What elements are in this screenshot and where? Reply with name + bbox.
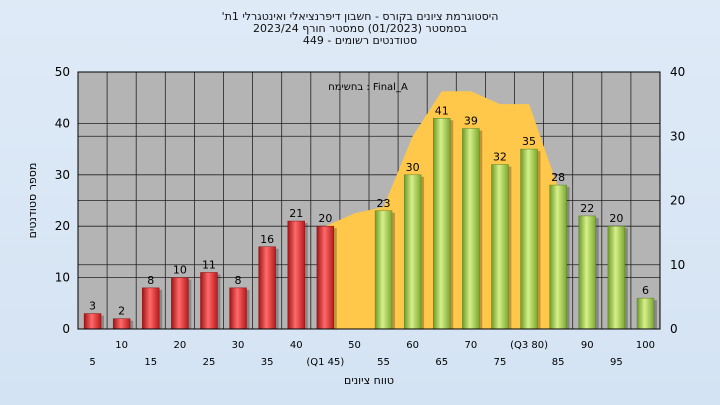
data-label: 3 (89, 300, 96, 313)
bar-60 (403, 174, 422, 330)
data-label: 20 (318, 212, 332, 225)
chart-annotation: בחשימח : Final_A (328, 82, 408, 93)
bar-100 (636, 297, 655, 330)
bar-145 (316, 225, 335, 330)
data-label: 21 (289, 207, 303, 220)
chart-title: 'היסטוגרמת ציונים בקורס - חשבון דיפרנציא… (221, 10, 499, 23)
x-tick-label: (Q3 80) (510, 340, 548, 351)
x-tick-label: 30 (232, 340, 245, 351)
bar-90 (578, 215, 596, 330)
bar-10 (112, 318, 131, 330)
x-tick-label: 50 (348, 340, 361, 351)
data-label: 28 (551, 171, 565, 184)
y2-tick-label: 30 (670, 129, 685, 143)
bar-5 (83, 313, 102, 330)
x-tick-label: 15 (144, 357, 157, 368)
x-tick-label: 55 (377, 357, 390, 368)
data-label: 8 (235, 274, 242, 287)
data-label: 39 (464, 115, 478, 128)
plot-border (77, 71, 661, 330)
data-label: 35 (522, 135, 536, 148)
data-label: 30 (406, 161, 420, 174)
data-label: 16 (260, 233, 274, 246)
bar-40 (287, 220, 305, 330)
chart-subtitle: בסמסטר (01/2023) סמסטר חורף 2023/24 (253, 22, 467, 35)
data-label: 22 (580, 202, 594, 215)
y-axis-label: מספר סטודנטים (26, 163, 39, 239)
bar-85 (549, 184, 567, 330)
x-tick-label: 75 (494, 357, 507, 368)
data-label: 6 (642, 284, 649, 297)
data-label: 32 (493, 151, 507, 164)
bar-70 (462, 128, 480, 330)
data-label: 41 (435, 104, 449, 117)
bar-75 (491, 164, 509, 330)
data-label: 8 (147, 274, 154, 287)
x-tick-label: 85 (552, 357, 565, 368)
y-tick-label: 50 (55, 65, 70, 79)
y2-tick-label: 0 (670, 322, 678, 336)
bar-25 (200, 272, 218, 330)
x-tick-label: 25 (203, 357, 216, 368)
bar-380 (520, 148, 538, 330)
data-label: 10 (173, 264, 187, 277)
x-tick-label: 35 (261, 357, 274, 368)
bar-65 (433, 118, 451, 330)
data-label: 20 (609, 212, 623, 225)
y-tick-label: 30 (55, 168, 70, 182)
y2-tick-label: 10 (670, 258, 685, 272)
y-tick-label: 10 (55, 271, 70, 285)
bar-55 (374, 210, 393, 330)
x-tick-label: 10 (115, 340, 128, 351)
y-tick-label: 0 (62, 322, 70, 336)
bar-35 (258, 246, 276, 330)
x-tick-label: 65 (435, 357, 448, 368)
x-tick-label: (Q1 45) (306, 357, 344, 368)
y2-tick-label: 20 (670, 194, 685, 208)
data-label: 11 (202, 258, 216, 271)
x-tick-label: 90 (581, 340, 594, 351)
data-label: 2 (118, 305, 125, 318)
y-tick-label: 40 (55, 116, 70, 130)
bar-20 (171, 277, 189, 330)
bar-15 (142, 287, 160, 330)
bar-30 (229, 287, 247, 330)
chart-enrollment: סטודנטים רשומים - 449 (302, 34, 418, 47)
x-tick-label: 95 (610, 357, 623, 368)
x-tick-label: 5 (89, 357, 95, 368)
x-tick-label: 100 (636, 340, 655, 351)
bar-95 (607, 225, 626, 330)
x-tick-label: 40 (290, 340, 303, 351)
x-axis-label: טווח ציונים (344, 374, 394, 387)
x-tick-label: 20 (173, 340, 186, 351)
data-label: 23 (377, 197, 391, 210)
x-tick-label: 60 (406, 340, 419, 351)
y2-tick-label: 40 (670, 65, 685, 79)
x-tick-label: 70 (464, 340, 477, 351)
y-tick-label: 20 (55, 219, 70, 233)
